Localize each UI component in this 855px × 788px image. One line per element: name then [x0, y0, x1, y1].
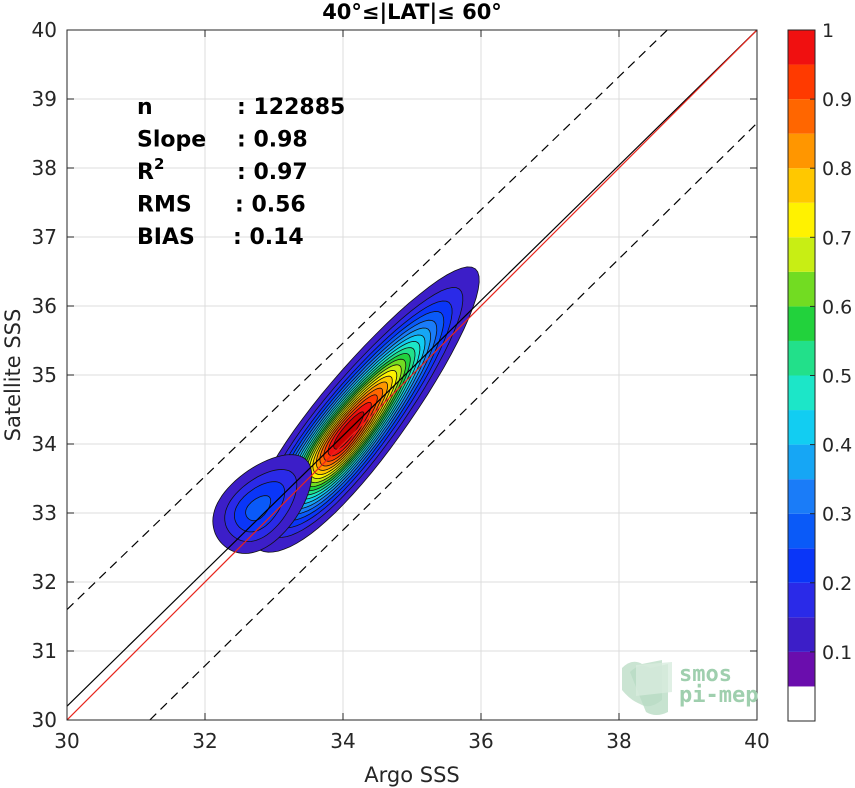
colorbar-segment: [788, 168, 815, 203]
stat-label: RMS: [137, 193, 192, 218]
stat-value: : 0.97: [237, 160, 308, 185]
y-tick-label: 36: [32, 294, 57, 318]
colorbar-segment: [788, 237, 815, 272]
colorbar-segment: [788, 410, 815, 445]
colorbar-segment: [788, 548, 815, 583]
colorbar-segment: [788, 271, 815, 307]
statistics-panel: n : 122885 Slope : 0.98 R2 : 0.97 RMS : 0.56 BIA…: [137, 95, 345, 250]
y-tick-label: 31: [32, 639, 57, 663]
y-axis-label: Satellite SSS: [1, 309, 25, 442]
colorbar-tick-label: 0.1: [822, 642, 852, 664]
colorbar-segment: [788, 30, 815, 65]
chart-title: 40°≤|LAT|≤ 60°: [322, 0, 502, 25]
colorbar: 0.1 0.2 0.3 0.4 0.5 0.6 0.7 0.8 0.9 1: [787, 20, 852, 722]
colorbar-segment: [788, 64, 815, 100]
x-tick-label: 34: [330, 729, 355, 753]
x-tick-label: 40: [744, 729, 769, 753]
colorbar-segment: [788, 513, 815, 549]
y-tick-label: 30: [32, 708, 57, 732]
x-axis-label: Argo SSS: [364, 763, 459, 787]
colorbar-segment: [788, 202, 815, 238]
x-tick-label: 38: [606, 729, 631, 753]
stat-label: BIAS: [137, 225, 195, 250]
x-tick-label: 30: [54, 729, 79, 753]
colorbar-segment: [788, 340, 815, 376]
y-tick-label: 39: [32, 87, 57, 111]
y-tick-label: 34: [32, 432, 57, 456]
logo-text-line1: smos: [679, 662, 732, 687]
colorbar-segment: [788, 651, 815, 687]
colorbar-tick-label: 0.4: [822, 435, 852, 457]
stat-value: : 122885: [237, 95, 345, 120]
colorbar-segment: [788, 99, 815, 134]
colorbar-segment: [788, 582, 815, 618]
colorbar-tick-label: 0.5: [822, 366, 852, 388]
reference-lines: [67, 30, 757, 720]
colorbar-tick-label: 0.2: [822, 573, 852, 595]
y-tick-label: 32: [32, 570, 57, 594]
x-tick-label: 32: [192, 729, 217, 753]
stat-label: n: [137, 95, 153, 120]
colorbar-tick-label: 1: [822, 20, 834, 42]
logo-text-line2: pi-mep: [679, 683, 758, 708]
colorbar-segment: [788, 306, 815, 341]
y-tick-label: 37: [32, 225, 57, 249]
stat-value: : 0.98: [237, 128, 308, 153]
y-tick-label: 33: [32, 501, 57, 525]
waves-icon: [622, 660, 672, 715]
colorbar-tick-label: 0.6: [822, 296, 852, 318]
axis-ticks: 30 32 34 36 38 40 30 31 32 33 34 35 36 37 38 39 40: [32, 18, 770, 753]
y-tick-label: 40: [32, 18, 57, 42]
y-tick-label: 35: [32, 363, 57, 387]
lower-bound-line: [149, 122, 757, 720]
colorbar-tick-label: 0.9: [822, 89, 852, 111]
x-tick-label: 36: [468, 729, 493, 753]
colorbar-segment: [788, 686, 815, 721]
colorbar-segment: [788, 479, 815, 514]
stat-value: : 0.14: [233, 225, 304, 250]
colorbar-segment: [788, 444, 815, 480]
colorbar-tick-label: 0.3: [822, 504, 852, 526]
upper-bound-line: [67, 30, 668, 611]
grid-lines: [66, 29, 758, 721]
one-to-one-line: [67, 30, 757, 707]
colorbar-segment: [788, 617, 815, 652]
colorbar-segment: [788, 375, 815, 411]
stat-label: R2: [137, 155, 164, 185]
regression-line: [67, 30, 757, 720]
colorbar-segment: [788, 133, 815, 169]
colorbar-tick-label: 0.8: [822, 158, 852, 180]
smos-pi-mep-logo: smos pi-mep: [622, 660, 758, 715]
density-cluster-2: [212, 454, 313, 554]
stat-value: : 0.56: [235, 193, 306, 218]
y-tick-label: 38: [32, 156, 57, 180]
colorbar-tick-label: 0.7: [822, 227, 852, 249]
stat-label: Slope: [137, 128, 206, 153]
